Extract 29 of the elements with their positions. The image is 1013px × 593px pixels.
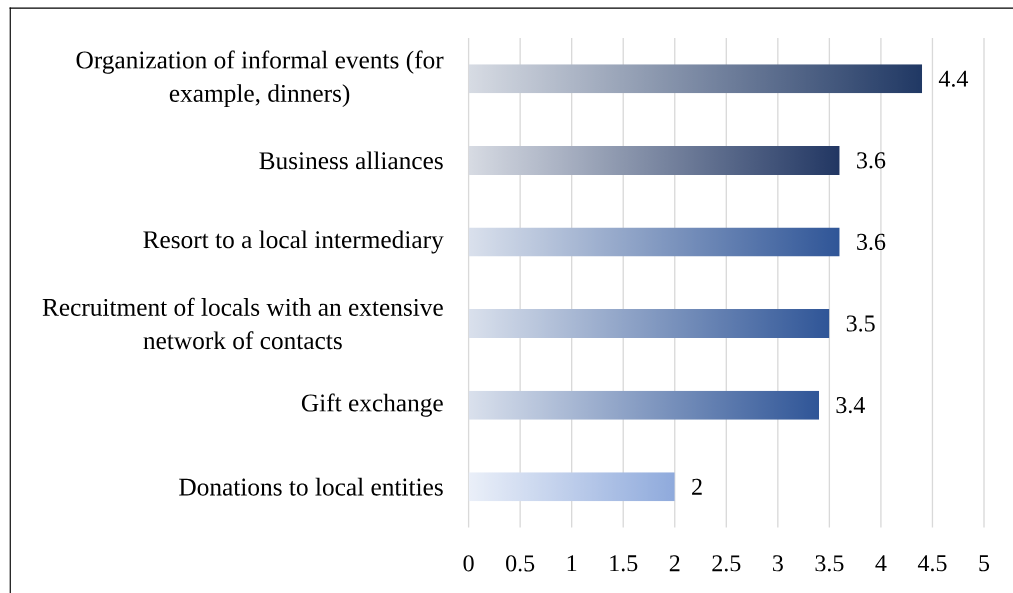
x-tick-label: 4 [875,555,887,572]
x-tick-label: 2 [669,555,680,572]
x-tick-label: 4.5 [917,555,947,572]
x-tick-label: 1.5 [610,555,638,572]
data-label: 2 [692,478,702,495]
x-tick-label: 1 [567,555,577,572]
y-tick-label: Donations to local entities [179,477,443,496]
data-label: 3.5 [846,315,875,332]
bar [468,145,840,175]
y-tick-label: Business alliances [259,151,443,170]
bar [468,64,923,94]
data-label: 3.6 [857,152,886,169]
y-tick-label: Recruitment of locals with an extensive network of contacts [42,297,443,350]
bar [468,309,830,339]
y-tick-label: Gift exchange [301,393,443,417]
bar [468,390,820,420]
x-tick-label: 2.5 [712,555,741,572]
bar [468,227,840,257]
y-tick-label: Resort to a local intermediary [143,230,444,254]
x-tick-label: 0.5 [506,555,535,572]
y-tick-label: Organization of informal events (for example, dinners) [76,50,444,108]
x-tick-label: 3 [772,555,783,572]
x-tick-label: 5 [979,555,990,572]
bar [468,472,675,502]
data-label: 4.4 [938,70,969,87]
data-label: 3.6 [857,233,886,251]
x-tick-label: 0 [463,555,474,572]
x-tick-label: 3.5 [815,555,844,572]
data-label: 3.4 [836,397,865,414]
